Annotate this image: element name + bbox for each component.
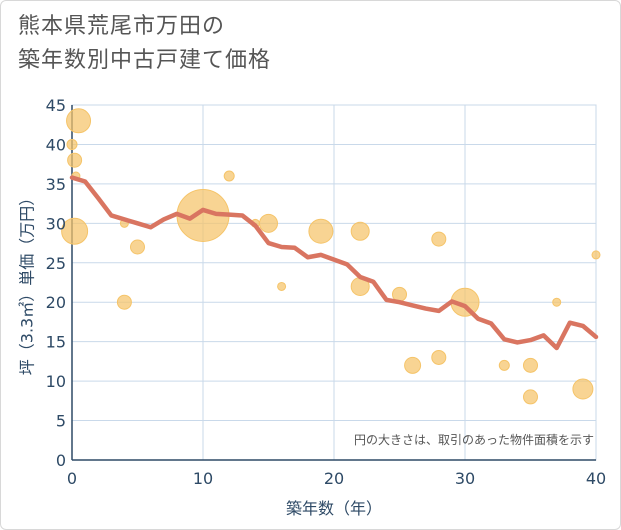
y-axis-label: 坪（3.3㎡）単価（万円） <box>18 190 37 375</box>
y-tick-label: 20 <box>46 293 66 312</box>
x-axis-label: 築年数（年） <box>286 499 382 518</box>
bubble-point <box>308 218 334 244</box>
series-line <box>69 175 599 351</box>
bubble-point <box>572 378 594 400</box>
bubble-point <box>223 170 235 182</box>
bubble-point <box>66 138 78 150</box>
x-tick-label: 30 <box>455 469 475 488</box>
bubble-point <box>277 281 287 291</box>
y-tick-label: 5 <box>56 412 66 431</box>
average-line <box>69 175 599 351</box>
bubble-point <box>350 221 370 241</box>
bubble-point <box>523 389 538 405</box>
bubble-point <box>431 349 447 365</box>
chart-title: 熊本県荒尾市万田の 築年数別中古戸建て価格 <box>18 10 271 78</box>
bubble-point <box>61 217 89 245</box>
bubble-point <box>552 297 562 307</box>
bubbles <box>61 108 601 405</box>
bubble-point <box>130 239 145 255</box>
bubble-point <box>67 152 83 168</box>
bubble-point <box>498 359 510 371</box>
bubble-point <box>404 356 422 374</box>
y-tick-label: 15 <box>46 333 66 352</box>
y-tick-label: 40 <box>46 135 66 154</box>
bubble-point <box>431 231 447 247</box>
y-tick-label: 30 <box>46 214 66 233</box>
title-line-1: 熊本県荒尾市万田の <box>18 14 226 39</box>
title-line-2: 築年数別中古戸建て価格 <box>18 48 272 73</box>
x-tick-label: 0 <box>67 469 77 488</box>
x-tick-label: 20 <box>324 469 344 488</box>
y-tick-label: 35 <box>46 175 66 194</box>
x-tick-label: 10 <box>193 469 213 488</box>
bubble-point <box>523 357 538 373</box>
bubble-point <box>66 108 92 134</box>
x-tick-label: 40 <box>586 469 606 488</box>
y-tick-label: 0 <box>56 451 66 470</box>
y-tick-label: 45 <box>46 96 66 115</box>
y-tick-label: 10 <box>46 372 66 391</box>
bubble-point <box>591 250 601 260</box>
bubble-point <box>116 294 132 310</box>
y-tick-label: 25 <box>46 254 66 273</box>
size-note: 円の大きさは、取引のあった物件面積を示す <box>354 432 594 447</box>
tick-labels: 0 10 20 30 40 0 5 10 15 20 25 30 35 40 45 <box>46 96 607 488</box>
bubble-point <box>259 213 278 233</box>
